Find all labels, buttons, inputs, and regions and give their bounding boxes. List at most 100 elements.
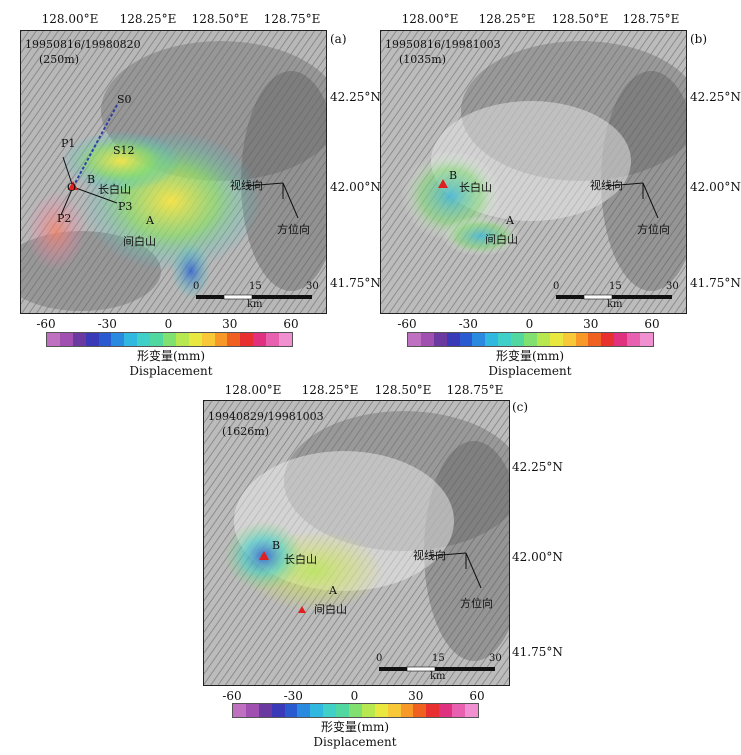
colorbar-swatch bbox=[240, 333, 254, 346]
colorbar-swatch bbox=[284, 704, 298, 717]
place-label: 长白山 bbox=[459, 181, 492, 194]
colorbar-swatch bbox=[433, 333, 447, 346]
colorbar-title: 形变量(mm) Displacement bbox=[280, 720, 430, 750]
colorbar-swatch bbox=[413, 704, 427, 717]
colorbar-tick: -30 bbox=[283, 689, 303, 703]
lon-tick: 128.00°E bbox=[401, 12, 459, 26]
colorbar-swatch bbox=[575, 333, 589, 346]
lat-tick: 42.25°N bbox=[512, 460, 563, 474]
colorbar-tick: 30 bbox=[408, 689, 424, 703]
scale-unit: km bbox=[430, 671, 446, 682]
lon-tick: 128.25°E bbox=[119, 12, 177, 26]
colorbar-swatch bbox=[297, 704, 311, 717]
scale-mid: 15 bbox=[432, 653, 445, 664]
colorbar-tick: 0 bbox=[164, 317, 173, 331]
colorbar-title: 形变量(mm) Displacement bbox=[96, 349, 246, 379]
colorbar-swatch bbox=[336, 704, 350, 717]
scale-unit: km bbox=[247, 299, 263, 310]
terrain-shading bbox=[21, 31, 326, 313]
colorbar-swatch bbox=[323, 704, 337, 717]
colorbar-swatch bbox=[137, 333, 151, 346]
lat-tick: 42.00°N bbox=[330, 180, 381, 194]
los-label: 视线向 bbox=[413, 549, 446, 562]
lat-tick: 42.00°N bbox=[512, 550, 563, 564]
colorbar-swatch bbox=[387, 704, 401, 717]
colorbar-swatch bbox=[439, 704, 453, 717]
colorbar-ticks: -60 -30 0 30 60 bbox=[36, 317, 298, 331]
los-label: 视线向 bbox=[230, 179, 263, 192]
colorbar-swatch bbox=[374, 704, 388, 717]
lon-tick: 128.25°E bbox=[478, 12, 536, 26]
colorbar-tick: 0 bbox=[525, 317, 534, 331]
colorbar-swatch bbox=[452, 704, 466, 717]
colorbar-swatch bbox=[627, 333, 641, 346]
colorbar-tick: 60 bbox=[469, 689, 485, 703]
colorbar-swatch bbox=[245, 704, 259, 717]
panel-letter: (b) bbox=[690, 32, 708, 46]
colorbar-swatch bbox=[233, 704, 246, 717]
colorbar-swatch bbox=[175, 333, 189, 346]
date-text: 19940829/19981003 bbox=[208, 410, 324, 423]
colorbar-swatch bbox=[227, 333, 241, 346]
colorbar-swatch bbox=[279, 333, 292, 346]
date-text: 19950816/19980820 bbox=[25, 38, 141, 51]
point-label: B bbox=[449, 169, 458, 182]
colorbar-tick: 0 bbox=[350, 689, 359, 703]
scale-end: 30 bbox=[306, 281, 319, 292]
colorbar bbox=[46, 332, 293, 347]
colorbar-swatch bbox=[98, 333, 112, 346]
scale-unit: km bbox=[607, 299, 623, 310]
colorbar-swatch bbox=[214, 333, 228, 346]
point-label: A bbox=[329, 584, 337, 597]
colorbar-tick: -30 bbox=[97, 317, 117, 331]
date-pair: 19950816/19981003 (1035m) bbox=[385, 37, 501, 67]
colorbar-ticks: -60 -30 0 30 60 bbox=[397, 317, 659, 331]
point-label: B bbox=[272, 539, 281, 552]
colorbar-swatch bbox=[201, 333, 215, 346]
scale-zero: 0 bbox=[193, 281, 200, 292]
point-label: A bbox=[506, 214, 514, 227]
map-c: 19940829/19981003 (1626m) B 长白山 A 间白山 视线… bbox=[203, 400, 510, 686]
lat-tick: 42.25°N bbox=[690, 90, 741, 104]
lat-tick: 42.00°N bbox=[690, 180, 741, 194]
baseline-text: (250m) bbox=[39, 53, 80, 66]
lon-tick: 128.25°E bbox=[301, 383, 359, 397]
colorbar-tick: 30 bbox=[583, 317, 599, 331]
lon-tick: 128.75°E bbox=[622, 12, 680, 26]
colorbar-swatch bbox=[310, 704, 324, 717]
azimuth-label: 方位向 bbox=[637, 223, 670, 236]
scale-mid: 15 bbox=[609, 281, 622, 292]
lon-tick: 128.75°E bbox=[263, 12, 321, 26]
point-label: A bbox=[146, 214, 154, 227]
colorbar-swatch bbox=[400, 704, 414, 717]
panel-letter: (c) bbox=[512, 400, 529, 414]
colorbar-swatch bbox=[549, 333, 563, 346]
lon-tick: 128.75°E bbox=[446, 383, 504, 397]
scale-mid: 15 bbox=[249, 281, 262, 292]
lat-tick: 42.25°N bbox=[330, 90, 381, 104]
colorbar-swatch bbox=[601, 333, 615, 346]
profile-label: S0 bbox=[117, 93, 132, 106]
colorbar-title-cn: 形变量(mm) bbox=[136, 349, 206, 363]
lon-tick: 128.50°E bbox=[374, 383, 432, 397]
colorbar-swatch bbox=[640, 333, 653, 346]
colorbar-tick: -60 bbox=[222, 689, 242, 703]
colorbar-tick: -60 bbox=[36, 317, 56, 331]
colorbar-title-en: Displacement bbox=[129, 364, 213, 378]
colorbar-swatch bbox=[472, 333, 486, 346]
colorbar-swatch bbox=[124, 333, 138, 346]
colorbar-swatch bbox=[426, 704, 440, 717]
date-text: 19950816/19981003 bbox=[385, 38, 501, 51]
colorbar-tick: 60 bbox=[283, 317, 299, 331]
colorbar bbox=[407, 332, 654, 347]
colorbar-swatch bbox=[266, 333, 280, 346]
colorbar-swatch bbox=[85, 333, 99, 346]
colorbar-swatch bbox=[72, 333, 86, 346]
colorbar-swatch bbox=[420, 333, 434, 346]
los-label: 视线向 bbox=[590, 179, 623, 192]
colorbar-title-cn: 形变量(mm) bbox=[320, 720, 390, 734]
colorbar-swatch bbox=[614, 333, 628, 346]
map-a: 19950816/19980820 (250m) S0 S12 P1 P2 P3… bbox=[20, 30, 327, 314]
lat-tick: 41.75°N bbox=[690, 276, 741, 290]
colorbar-swatch bbox=[511, 333, 525, 346]
